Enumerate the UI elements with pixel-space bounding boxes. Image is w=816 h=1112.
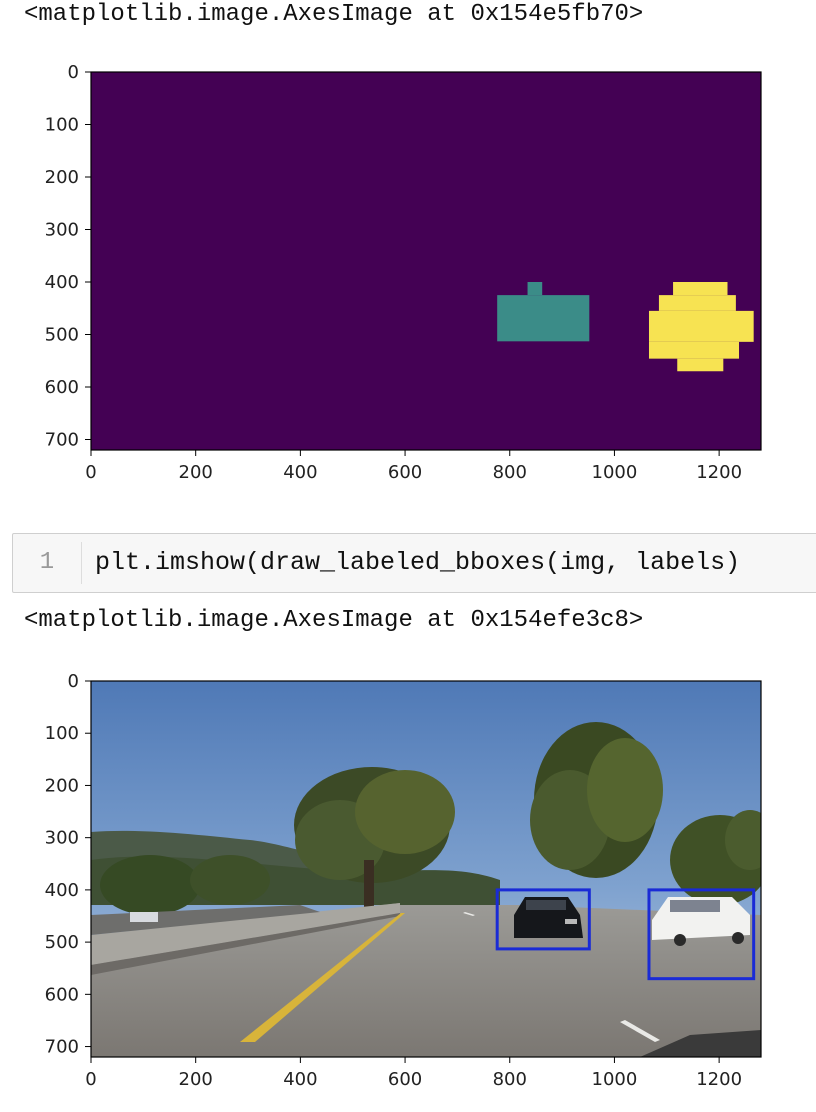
y-tick-label: 500 <box>45 325 79 346</box>
y-tick-label: 300 <box>45 220 79 241</box>
y-tick-label: 100 <box>45 115 79 136</box>
label-region-2 <box>677 358 724 372</box>
y-tick-label: 400 <box>45 880 79 901</box>
line-number: 1 <box>39 549 55 576</box>
y-tick-label: 700 <box>45 430 79 451</box>
car-bounding-box-2 <box>647 888 756 981</box>
label-region-2 <box>658 295 736 311</box>
y-tick-label: 400 <box>45 272 79 293</box>
label-region-1 <box>497 295 590 342</box>
code-cell[interactable]: 1 plt.imshow(draw_labeled_bboxes(img, la… <box>12 533 816 593</box>
label-region-2 <box>648 310 754 342</box>
y-tick-label: 600 <box>45 984 79 1005</box>
x-tick-label: 1200 <box>696 1069 742 1090</box>
y-tick-label: 200 <box>45 775 79 796</box>
axes-frame <box>90 680 762 1058</box>
road-image-plot: 0 200 400 600 800 1000 1200 0 100 200 300 400 500 600… <box>45 671 762 1090</box>
x-tick-label: 600 <box>388 1069 422 1090</box>
output-text-1: <matplotlib.image.AxesImage at 0x154e5fb… <box>24 1 644 28</box>
label-region-2 <box>673 282 728 296</box>
road-photo <box>91 681 761 1057</box>
label-background <box>91 72 761 450</box>
car-bounding-box-1 <box>495 888 591 951</box>
x-tick-label: 1000 <box>592 462 638 483</box>
y-tick-label: 200 <box>45 167 79 188</box>
x-tick-label: 1200 <box>696 462 742 483</box>
y-tick-label: 700 <box>45 1037 79 1058</box>
label-map-plot: 0 200 400 600 800 1000 1200 0 100 200 300 400 500 600… <box>45 62 762 483</box>
y-tick-label: 0 <box>68 62 79 83</box>
x-tick-label: 800 <box>493 462 527 483</box>
x-tick-label: 0 <box>85 1069 96 1090</box>
x-tick-label: 600 <box>388 462 422 483</box>
road-image-axes: 0 200 400 600 800 1000 1200 0 100 200 300 400 500 600… <box>45 671 762 1090</box>
x-tick-label: 1000 <box>592 1069 638 1090</box>
y-tick-label: 600 <box>45 377 79 398</box>
label-map-axes: 0 200 400 600 800 1000 1200 0 100 200 300 400 500 600… <box>45 62 762 483</box>
x-tick-label: 200 <box>179 1069 213 1090</box>
label-region-2 <box>648 341 740 359</box>
y-tick-label: 500 <box>45 932 79 953</box>
y-tick-label: 100 <box>45 723 79 744</box>
x-tick-label: 400 <box>283 462 317 483</box>
code-line[interactable]: plt.imshow(draw_labeled_bboxes(img, labe… <box>95 548 741 577</box>
output-text-2: <matplotlib.image.AxesImage at 0x154efe3… <box>24 607 644 634</box>
x-tick-label: 0 <box>85 462 96 483</box>
x-tick-label: 800 <box>493 1069 527 1090</box>
x-tick-label: 200 <box>179 462 213 483</box>
label-region-1 <box>527 282 543 296</box>
gutter-divider <box>81 542 82 584</box>
axes-frame <box>90 71 762 451</box>
y-tick-label: 0 <box>68 671 79 692</box>
y-tick-label: 300 <box>45 828 79 849</box>
x-tick-label: 400 <box>283 1069 317 1090</box>
